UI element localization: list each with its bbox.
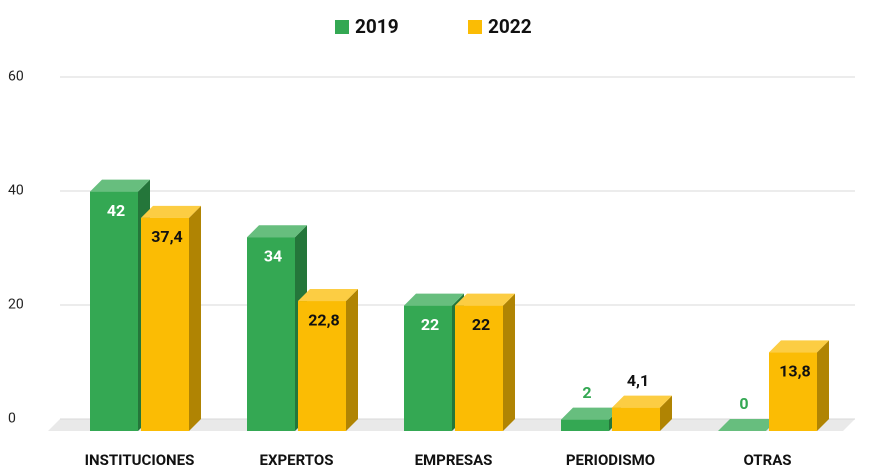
data-label: 2	[582, 383, 591, 402]
data-label: 22	[472, 315, 490, 334]
data-label: 0	[739, 394, 748, 413]
legend-swatch	[468, 20, 482, 34]
bar-top	[141, 205, 201, 218]
bar	[404, 305, 452, 431]
bar	[298, 301, 346, 431]
y-tick-label: 60	[8, 69, 24, 85]
bar	[612, 407, 660, 431]
legend-label: 2022	[488, 15, 532, 38]
bar	[561, 419, 609, 431]
bar	[90, 191, 138, 431]
x-tick-label: PERIODISMO	[566, 451, 655, 469]
bar	[455, 305, 503, 431]
data-label: 22	[421, 315, 439, 334]
data-label: 13,8	[779, 362, 810, 381]
y-tick-label: 20	[8, 297, 24, 313]
bar-side	[346, 289, 358, 431]
x-tick-label: EXPERTOS	[260, 451, 334, 469]
bar-side	[660, 395, 672, 431]
y-tick-label: 0	[8, 411, 16, 427]
data-label: 42	[107, 201, 125, 220]
data-label: 37,4	[151, 227, 182, 246]
bar	[247, 237, 295, 431]
bar-top	[404, 293, 464, 306]
data-label: 4,1	[627, 371, 649, 390]
bar-top	[612, 395, 672, 408]
bar-top	[298, 289, 358, 302]
data-label: 34	[264, 246, 282, 265]
legend-label: 2019	[355, 15, 399, 38]
x-tick-label: OTRAS	[743, 451, 791, 469]
bar-top	[455, 293, 515, 306]
data-label: 22,8	[308, 310, 339, 329]
bar-side	[503, 293, 515, 431]
bar-top	[718, 419, 778, 431]
bar-top	[561, 407, 621, 420]
bar-top	[247, 225, 307, 238]
bar-top	[90, 179, 150, 192]
bar	[141, 217, 189, 431]
legend-swatch	[335, 20, 349, 34]
y-tick-label: 40	[8, 183, 24, 199]
bar-top	[769, 340, 829, 353]
x-tick-label: INSTITUCIONES	[85, 451, 195, 469]
bar-side	[189, 205, 201, 431]
x-tick-label: EMPRESAS	[415, 451, 493, 469]
bar-side	[817, 340, 829, 431]
bar	[769, 352, 817, 431]
